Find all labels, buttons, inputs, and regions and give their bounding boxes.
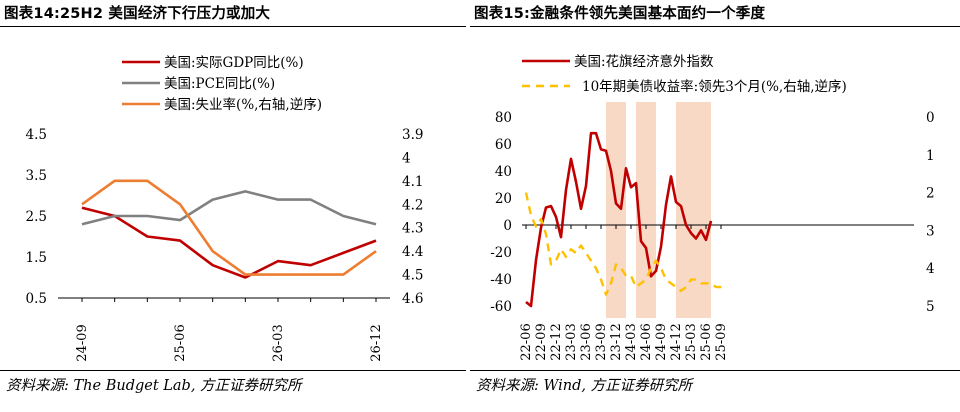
series-line-1 [525,131,713,308]
series-line-2 [524,192,726,296]
legend-label: 美国:PCE同比(%) [164,76,275,92]
right-y-tick-label: 3.9 [402,127,423,143]
legend-label: 美国:花旗经济意外指数 [574,53,714,70]
series-line-2 [81,190,377,226]
x-tick-label: 23-03 [564,323,579,360]
left-y-tick-label: -20 [490,245,512,261]
right-y-tick-label: 0 [926,110,935,126]
right-y-tick-label: 4.2 [402,197,423,213]
left-y-tick-label: 4.5 [26,127,47,143]
left-y-tick-label: 0.5 [26,291,47,307]
x-tick-label: 24-12 [669,323,684,360]
x-tick-label: 22-06 [519,323,534,360]
x-tick-label: 23-12 [609,323,624,360]
x-tick-label: 24-09 [654,323,669,360]
right-y-tick-label: 4.5 [402,268,423,284]
right-y-tick-label: 3 [926,223,935,239]
right-y-tick-label: 2 [926,186,935,202]
right-chart-panel: 图表15:金融条件领先美国基本面约一个季度 22-06 22-09 22-12 23-… [470,0,960,412]
left-chart-source: 资料来源: The Budget Lab, 方正证券研究所 [6,378,302,394]
left-y-tick-label: 60 [495,137,512,153]
left-title-rule [0,26,466,27]
right-y-tick-label: 5 [926,299,935,315]
left-y-tick-label: 20 [495,191,512,207]
x-tick-label: 24-06 [639,323,654,360]
x-tick-label: 25-06 [699,323,714,360]
right-chart-title: 图表15:金融条件领先美国基本面约一个季度 [474,6,766,22]
right-source-rule [470,370,960,371]
series-line-1 [81,206,377,279]
left-y-tick-label: 2.5 [26,209,47,225]
shaded-period [606,102,626,318]
series-line-3 [81,179,377,276]
right-title-rule [470,26,960,27]
left-y-tick-label: 1.5 [26,250,47,266]
legend-label: 美国:失业率(%,右轴,逆序) [164,96,322,113]
left-chart-svg: 24-09 25-06 26-03 26-12 0.5 1.5 2.5 3.5 4.5 3.9 4 4… [26,55,424,362]
right-chart-svg: 22-06 22-09 22-12 23-03 23-06 23-09 23-12 24-03… [490,53,935,361]
x-tick-label: 26-03 [271,324,286,361]
right-y-tick-label: 4.6 [402,291,423,307]
left-y-tick-label: 3.5 [26,168,47,184]
left-chart-title: 图表14:25H2 美国经济下行压力或加大 [4,6,271,22]
right-y-tick-label: 4.3 [402,221,423,237]
right-y-tick-label: 1 [926,148,935,164]
left-chart-panel: 图表14:25H2 美国经济下行压力或加大 24-09 25-06 26-03 26-… [0,0,466,412]
legend-label: 10年期美债收益率:领先3个月(%,右轴,逆序) [582,78,847,95]
left-y-tick-label: 0 [503,218,512,234]
right-y-tick-label: 4.1 [402,174,423,190]
x-tick-label: 23-09 [594,323,609,360]
right-y-tick-label: 4 [926,261,935,277]
x-tick-label: 25-09 [714,323,729,360]
x-tick-label: 22-09 [534,323,549,360]
shaded-period [636,102,656,318]
left-y-tick-label: 80 [495,110,512,126]
left-source-rule [0,370,466,371]
right-chart-source: 资料来源: Wind, 方正证券研究所 [476,378,693,394]
x-tick-label: 25-06 [173,324,188,361]
left-y-tick-label: -60 [490,299,512,315]
right-y-tick-label: 4.4 [402,244,423,260]
x-tick-label: 25-03 [684,323,699,360]
legend-label: 美国:实际GDP同比(%) [164,55,304,71]
left-y-tick-label: -40 [490,272,512,288]
x-tick-label: 24-09 [75,324,90,361]
x-tick-label: 24-03 [624,323,639,360]
x-tick-label: 23-06 [579,323,594,360]
x-tick-label: 22-12 [549,323,564,360]
left-y-tick-label: 40 [495,164,512,180]
x-tick-label: 26-12 [369,324,384,361]
right-y-tick-label: 4 [402,150,411,166]
